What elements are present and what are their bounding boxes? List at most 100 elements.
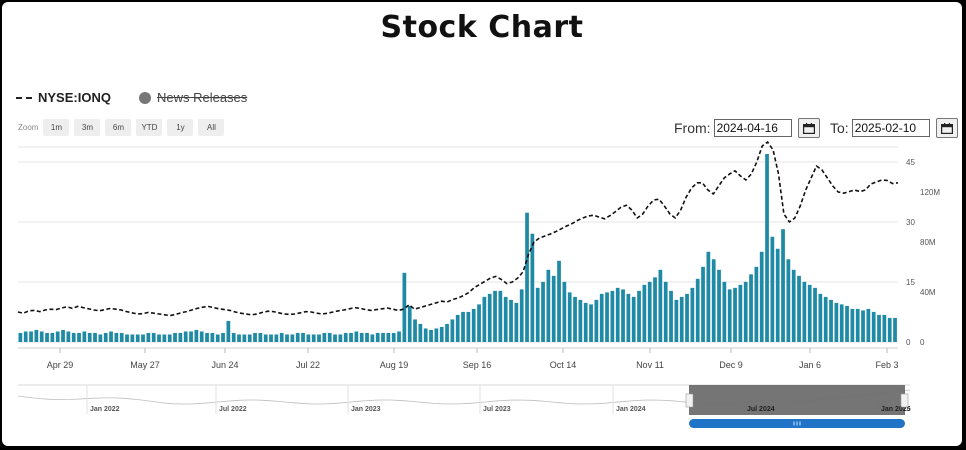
to-label: To: bbox=[830, 120, 849, 136]
volume-bar bbox=[23, 331, 28, 342]
volume-bar bbox=[893, 317, 897, 342]
volume-bar bbox=[55, 331, 60, 342]
zoom-1m-button[interactable]: 1m bbox=[43, 119, 70, 136]
zoom-1y-button[interactable]: 1y bbox=[167, 119, 194, 136]
navigator-tick-label: Jan 2024 bbox=[616, 406, 646, 413]
volume-bar bbox=[733, 287, 737, 342]
volume-bar bbox=[311, 334, 316, 342]
volume-bar bbox=[146, 332, 151, 342]
price-axis-label: 45 bbox=[906, 158, 915, 167]
volume-bar bbox=[365, 332, 369, 342]
volume-bar bbox=[151, 332, 156, 342]
to-range: To: 2025-02-10 bbox=[830, 118, 958, 138]
volume-bar bbox=[626, 293, 631, 342]
volume-bar bbox=[242, 334, 247, 342]
volume-bar bbox=[429, 329, 433, 342]
volume-bar bbox=[178, 332, 183, 342]
volume-bar bbox=[546, 269, 551, 342]
volume-bar bbox=[45, 332, 49, 342]
volume-bar bbox=[135, 334, 140, 342]
volume-bar bbox=[674, 299, 679, 342]
volume-bar bbox=[685, 293, 689, 342]
volume-bar bbox=[695, 278, 700, 342]
volume-bar bbox=[386, 332, 391, 342]
volume-bar bbox=[18, 332, 23, 342]
volume-bar bbox=[631, 296, 636, 342]
zoom-controls: Zoom 1m 3m 6m YTD 1y All bbox=[18, 119, 225, 136]
to-date-input[interactable]: 2025-02-10 bbox=[851, 119, 930, 137]
zoom-ytd-button[interactable]: YTD bbox=[136, 119, 163, 136]
volume-bar bbox=[327, 332, 332, 342]
volume-bar bbox=[802, 281, 807, 342]
volume-bar bbox=[247, 334, 252, 342]
volume-bar bbox=[93, 332, 97, 342]
volume-bar bbox=[210, 332, 215, 342]
legend-item-ticker[interactable]: NYSE:IONQ bbox=[38, 90, 111, 105]
volume-bar bbox=[669, 290, 673, 342]
navigator-left-handle[interactable] bbox=[685, 393, 694, 408]
x-tick-label: Feb 3 bbox=[875, 360, 898, 370]
from-range: From: 2024-04-16 bbox=[674, 118, 820, 138]
zoom-6m-button[interactable]: 6m bbox=[105, 119, 132, 136]
volume-bar bbox=[722, 281, 727, 342]
volume-bar bbox=[797, 275, 801, 342]
volume-bar bbox=[871, 311, 876, 342]
from-date-input[interactable]: 2024-04-16 bbox=[713, 119, 792, 137]
volume-bar bbox=[791, 269, 796, 342]
volume-bar bbox=[701, 266, 705, 342]
volume-bar bbox=[98, 334, 103, 342]
volume-bar bbox=[274, 334, 279, 342]
from-calendar-button[interactable] bbox=[797, 118, 820, 138]
volume-bar bbox=[679, 296, 684, 342]
page-title: Stock Chart bbox=[380, 10, 584, 45]
volume-bar bbox=[765, 154, 769, 342]
volume-bar bbox=[301, 332, 305, 342]
to-calendar-button[interactable] bbox=[935, 118, 958, 138]
volume-bar bbox=[535, 287, 540, 342]
x-tick-label: Jul 22 bbox=[296, 360, 320, 370]
volume-bar bbox=[823, 296, 828, 342]
volume-bar bbox=[855, 308, 860, 342]
navigator-tick-label: Jul 2023 bbox=[483, 406, 511, 413]
volume-bar bbox=[397, 331, 401, 342]
volume-bar bbox=[381, 332, 385, 342]
volume-bar bbox=[439, 326, 444, 342]
volume-bar bbox=[130, 334, 135, 342]
navigator-right-handle[interactable] bbox=[900, 393, 909, 408]
navigator-selection[interactable] bbox=[689, 385, 905, 415]
volume-bar bbox=[125, 334, 129, 342]
price-axis-label: 15 bbox=[906, 278, 915, 287]
volume-bar bbox=[775, 248, 780, 342]
volume-bar bbox=[306, 334, 311, 342]
volume-bar bbox=[114, 332, 119, 342]
volume-bar bbox=[167, 334, 172, 342]
volume-bar bbox=[263, 334, 268, 342]
volume-bar bbox=[34, 329, 39, 342]
volume-bar bbox=[839, 304, 844, 342]
volume-bar bbox=[466, 311, 471, 342]
volume-bar bbox=[786, 259, 791, 342]
volume-axis-label: 40M bbox=[920, 288, 936, 297]
volume-bar bbox=[285, 334, 289, 342]
x-tick-label: May 27 bbox=[130, 360, 160, 370]
volume-bar bbox=[567, 292, 572, 342]
volume-bar bbox=[829, 299, 833, 342]
volume-bar bbox=[594, 299, 599, 342]
zoom-3m-button[interactable]: 3m bbox=[74, 119, 101, 136]
volume-bar bbox=[663, 281, 668, 342]
volume-bar bbox=[541, 281, 545, 342]
x-tick-label: Jan 6 bbox=[799, 360, 821, 370]
volume-bar bbox=[583, 302, 588, 342]
volume-bar bbox=[338, 334, 343, 342]
volume-bar bbox=[850, 308, 855, 342]
volume-bar bbox=[738, 284, 743, 342]
volume-bar bbox=[877, 314, 881, 342]
volume-bar bbox=[253, 332, 257, 342]
volume-bar bbox=[621, 289, 625, 342]
volume-bar bbox=[77, 332, 81, 342]
legend-item-news[interactable]: News Releases bbox=[156, 90, 248, 105]
zoom-all-button[interactable]: All bbox=[198, 119, 225, 136]
volume-bar bbox=[141, 334, 145, 342]
volume-bar bbox=[615, 287, 620, 342]
